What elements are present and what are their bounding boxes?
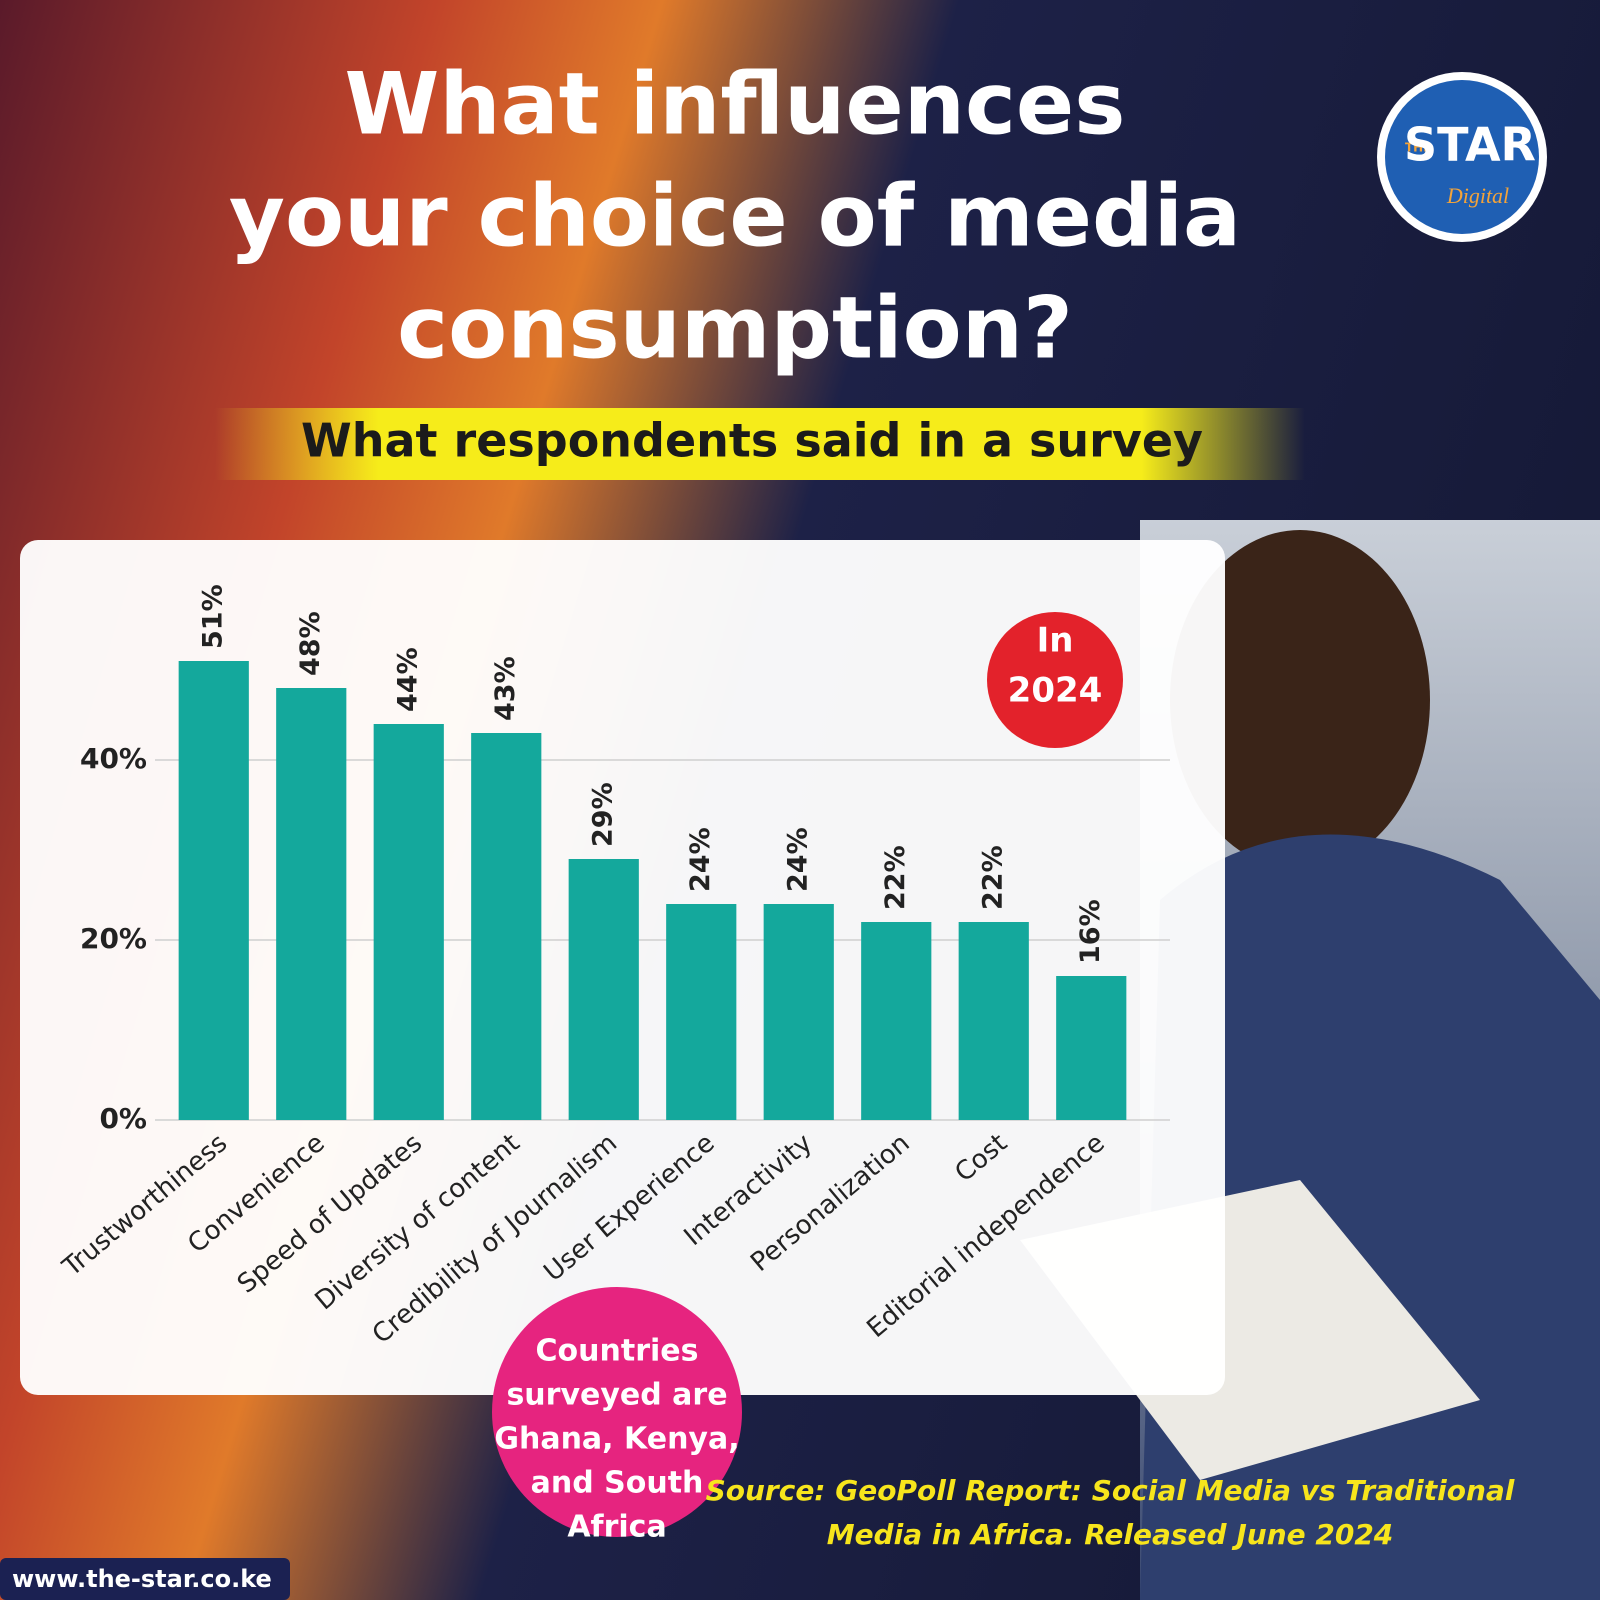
value-label: 22% bbox=[880, 845, 911, 910]
bar bbox=[373, 724, 444, 1120]
y-tick-label: 0% bbox=[99, 1102, 147, 1135]
title-line: your choice of media bbox=[229, 166, 1241, 266]
logo-text: THE bbox=[1405, 141, 1431, 155]
year-badge bbox=[987, 612, 1123, 748]
bar bbox=[861, 922, 932, 1120]
value-label: 48% bbox=[295, 611, 326, 676]
y-tick-label: 40% bbox=[80, 742, 147, 775]
subtitle: What respondents said in a survey bbox=[301, 414, 1203, 468]
note-text: and South bbox=[531, 1466, 704, 1501]
bar bbox=[1056, 976, 1127, 1120]
badge-text: 2024 bbox=[1008, 671, 1103, 711]
bar bbox=[471, 733, 542, 1120]
value-label: 29% bbox=[587, 782, 618, 847]
person-head bbox=[1170, 530, 1430, 870]
logo-text: STAR bbox=[1404, 118, 1536, 172]
y-tick-label: 20% bbox=[80, 922, 147, 955]
value-label: 51% bbox=[197, 584, 228, 649]
note-text: Africa bbox=[567, 1510, 666, 1545]
logo bbox=[1385, 80, 1539, 234]
bar bbox=[958, 922, 1029, 1120]
bar bbox=[568, 859, 639, 1120]
website-box bbox=[0, 1558, 290, 1600]
title-line: What influences bbox=[345, 54, 1126, 154]
website: www.the-star.co.ke bbox=[12, 1565, 272, 1593]
note-circle bbox=[492, 1287, 742, 1537]
bar bbox=[178, 661, 249, 1120]
note-text: surveyed are bbox=[506, 1378, 727, 1413]
value-label: 24% bbox=[685, 827, 716, 892]
source: Source: GeoPoll Report: Social Media vs … bbox=[706, 1474, 1515, 1507]
logo-text: Digital bbox=[1446, 183, 1509, 208]
value-label: 22% bbox=[977, 845, 1008, 910]
value-label: 16% bbox=[1075, 899, 1106, 964]
bar bbox=[763, 904, 834, 1120]
title-line: consumption? bbox=[397, 278, 1073, 378]
value-label: 44% bbox=[392, 647, 423, 712]
bar bbox=[276, 688, 347, 1120]
note-text: Countries bbox=[536, 1334, 699, 1369]
note-text: Ghana, Kenya, bbox=[494, 1422, 739, 1457]
badge-text: In bbox=[1037, 621, 1074, 661]
subtitle-band bbox=[215, 408, 1305, 480]
bar bbox=[666, 904, 737, 1120]
value-label: 24% bbox=[782, 827, 813, 892]
value-label: 43% bbox=[490, 656, 521, 721]
source: Media in Africa. Released June 2024 bbox=[827, 1518, 1394, 1551]
